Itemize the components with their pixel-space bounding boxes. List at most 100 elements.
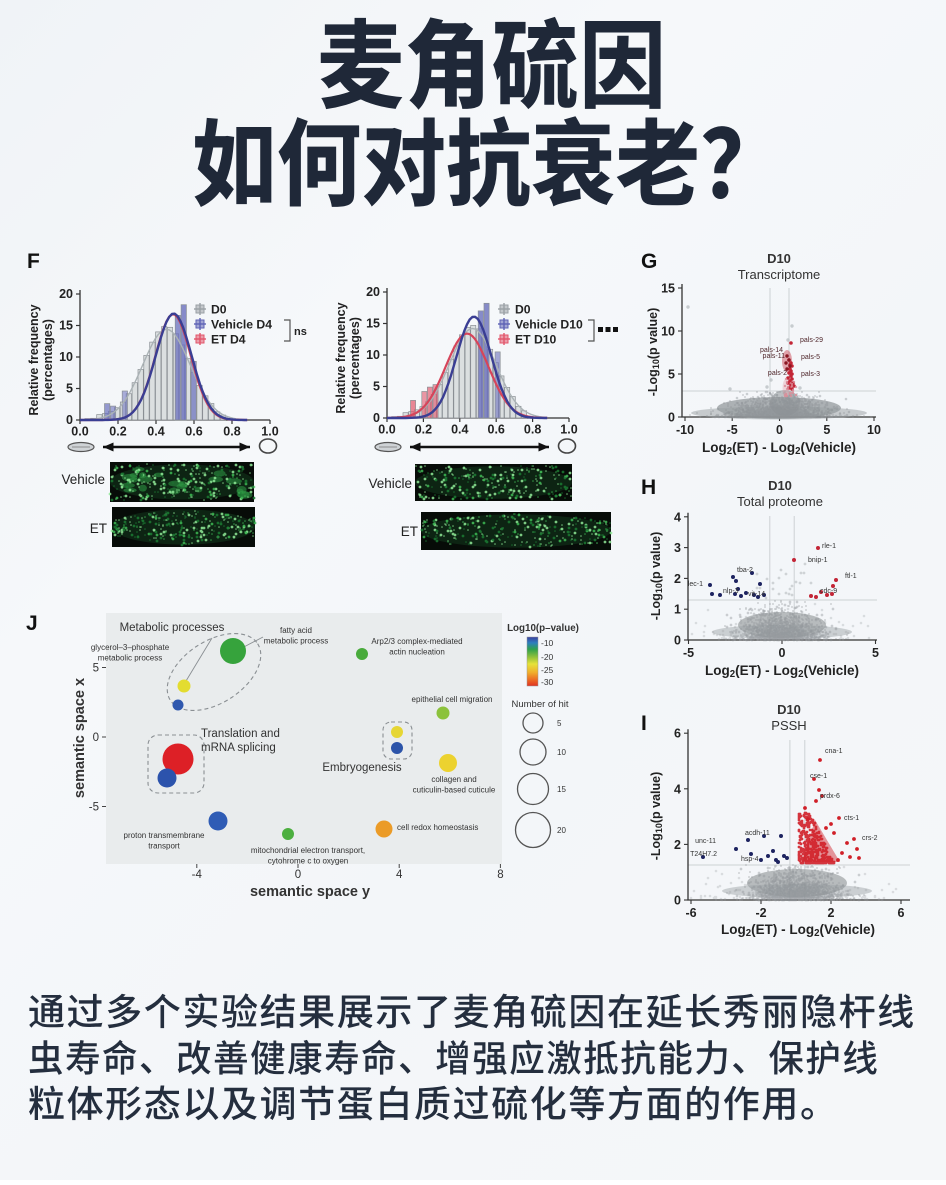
svg-text:-5: -5 (683, 646, 694, 660)
svg-text:pals-11: pals-11 (763, 353, 786, 360)
svg-text:2: 2 (828, 906, 835, 920)
svg-text:I: I (641, 712, 647, 735)
svg-text:pals-5: pals-5 (801, 354, 820, 361)
svg-text:-20: -20 (541, 652, 554, 662)
svg-text:Relative frequency: Relative frequency (334, 302, 348, 413)
svg-text:cdc-9: cdc-9 (820, 588, 837, 595)
svg-text:Vehicle D10: Vehicle D10 (515, 318, 583, 332)
svg-text:pals-14: pals-14 (760, 347, 783, 354)
svg-text:5: 5 (823, 423, 830, 437)
svg-text:-Log10(p value): -Log10(p value) (649, 772, 664, 861)
svg-text:5: 5 (93, 663, 99, 675)
svg-text:2: 2 (674, 572, 681, 586)
svg-text:cytohrome c to oxygen: cytohrome c to oxygen (268, 857, 348, 866)
svg-text:5: 5 (668, 368, 675, 382)
svg-text:Log2(ET) - Log2(Vehicle): Log2(ET) - Log2(Vehicle) (705, 663, 859, 680)
svg-text:prdx-6: prdx-6 (820, 793, 840, 800)
svg-text:0.4: 0.4 (147, 425, 164, 439)
svg-text:(percentages): (percentages) (348, 317, 362, 399)
svg-text:Total proteome: Total proteome (737, 494, 823, 509)
svg-text:1.0: 1.0 (261, 425, 278, 439)
svg-text:0.4: 0.4 (451, 423, 468, 437)
svg-text:Log10(p–value): Log10(p–value) (507, 623, 579, 634)
svg-text:10: 10 (661, 325, 675, 339)
svg-text:15: 15 (366, 317, 380, 331)
svg-text:-4: -4 (192, 869, 203, 881)
svg-text:Vehicle: Vehicle (368, 476, 412, 491)
svg-text:D0: D0 (515, 303, 531, 317)
svg-text:0: 0 (295, 869, 301, 881)
svg-text:0.6: 0.6 (185, 425, 202, 439)
svg-text:8: 8 (497, 869, 503, 881)
svg-text:cts-1: cts-1 (844, 815, 859, 822)
svg-text:0.2: 0.2 (415, 423, 432, 437)
svg-text:20: 20 (59, 287, 73, 301)
svg-text:-6: -6 (685, 906, 696, 920)
svg-text:Relative frequency: Relative frequency (27, 304, 41, 415)
svg-text:1: 1 (674, 603, 681, 617)
svg-text:0: 0 (373, 411, 380, 425)
svg-text:collagen and: collagen and (431, 775, 476, 784)
svg-text:0.8: 0.8 (524, 423, 541, 437)
svg-text:15: 15 (557, 785, 566, 794)
svg-text:pals-29: pals-29 (800, 337, 823, 344)
svg-text:J: J (26, 612, 38, 635)
svg-text:-Log10(p value): -Log10(p value) (646, 308, 661, 397)
svg-text:-Log10(p value): -Log10(p value) (649, 532, 664, 621)
svg-text:Vehicle: Vehicle (61, 472, 105, 487)
svg-text:vit-14: vit-14 (748, 591, 765, 598)
svg-text:semantic space y: semantic space y (250, 884, 370, 900)
svg-text:-2: -2 (755, 906, 766, 920)
svg-text:1.0: 1.0 (560, 423, 577, 437)
svg-text:ftl-1: ftl-1 (845, 573, 857, 580)
svg-text:6: 6 (674, 727, 681, 741)
svg-text:0: 0 (674, 894, 681, 908)
svg-text:-10: -10 (676, 423, 694, 437)
svg-text:unc-11: unc-11 (695, 838, 716, 845)
svg-text:hsp-4: hsp-4 (741, 856, 759, 863)
svg-text:rle-1: rle-1 (822, 543, 836, 550)
svg-text:Log2(ET) - Log2(Vehicle): Log2(ET) - Log2(Vehicle) (702, 440, 856, 457)
svg-text:mRNA splicing: mRNA splicing (201, 742, 276, 754)
svg-text:Number of hit: Number of hit (511, 699, 568, 710)
svg-text:cell redox homeostasis: cell redox homeostasis (397, 823, 478, 832)
svg-text:0.8: 0.8 (223, 425, 240, 439)
svg-text:metabolic process: metabolic process (98, 654, 162, 663)
svg-text:3: 3 (674, 541, 681, 555)
svg-text:fatty acid: fatty acid (280, 626, 312, 635)
svg-text:15: 15 (661, 282, 675, 296)
svg-text:ET: ET (90, 521, 107, 536)
svg-text:5: 5 (872, 646, 879, 660)
svg-text:Metabolic processes: Metabolic processes (120, 622, 225, 634)
svg-text:ET D10: ET D10 (515, 333, 557, 347)
svg-text:4: 4 (396, 869, 403, 881)
svg-text:Vehicle D4: Vehicle D4 (211, 318, 272, 332)
svg-text:4: 4 (674, 510, 681, 524)
svg-text:D0: D0 (211, 303, 227, 317)
svg-text:-5: -5 (727, 423, 738, 437)
svg-text:F: F (27, 250, 40, 273)
svg-text:Log2(ET) - Log2(Vehicle): Log2(ET) - Log2(Vehicle) (721, 922, 875, 939)
svg-text:5: 5 (66, 382, 73, 396)
svg-text:-25: -25 (541, 665, 554, 675)
svg-text:0.0: 0.0 (378, 423, 395, 437)
svg-text:D10: D10 (767, 251, 791, 266)
svg-text:(percentages): (percentages) (41, 319, 55, 401)
svg-text:G: G (641, 250, 657, 273)
svg-text:0: 0 (779, 646, 786, 660)
svg-text:Arp2/3 complex-mediated: Arp2/3 complex-mediated (371, 637, 462, 646)
svg-text:0: 0 (776, 423, 783, 437)
svg-text:cna-1: cna-1 (825, 748, 843, 755)
svg-text:5: 5 (373, 380, 380, 394)
svg-text:0: 0 (674, 634, 681, 648)
svg-text:20: 20 (366, 285, 380, 299)
svg-text:pals-2: pals-2 (768, 370, 787, 377)
svg-text:4: 4 (674, 782, 681, 796)
svg-text:0: 0 (66, 413, 73, 427)
svg-text:glycerol–3–phosphate: glycerol–3–phosphate (91, 643, 170, 652)
svg-text:-10: -10 (541, 638, 554, 648)
svg-text:transport: transport (148, 842, 180, 851)
svg-text:actin nucleation: actin nucleation (389, 648, 445, 657)
svg-text:Translation and: Translation and (201, 728, 280, 740)
svg-text:bnip-1: bnip-1 (808, 557, 828, 564)
